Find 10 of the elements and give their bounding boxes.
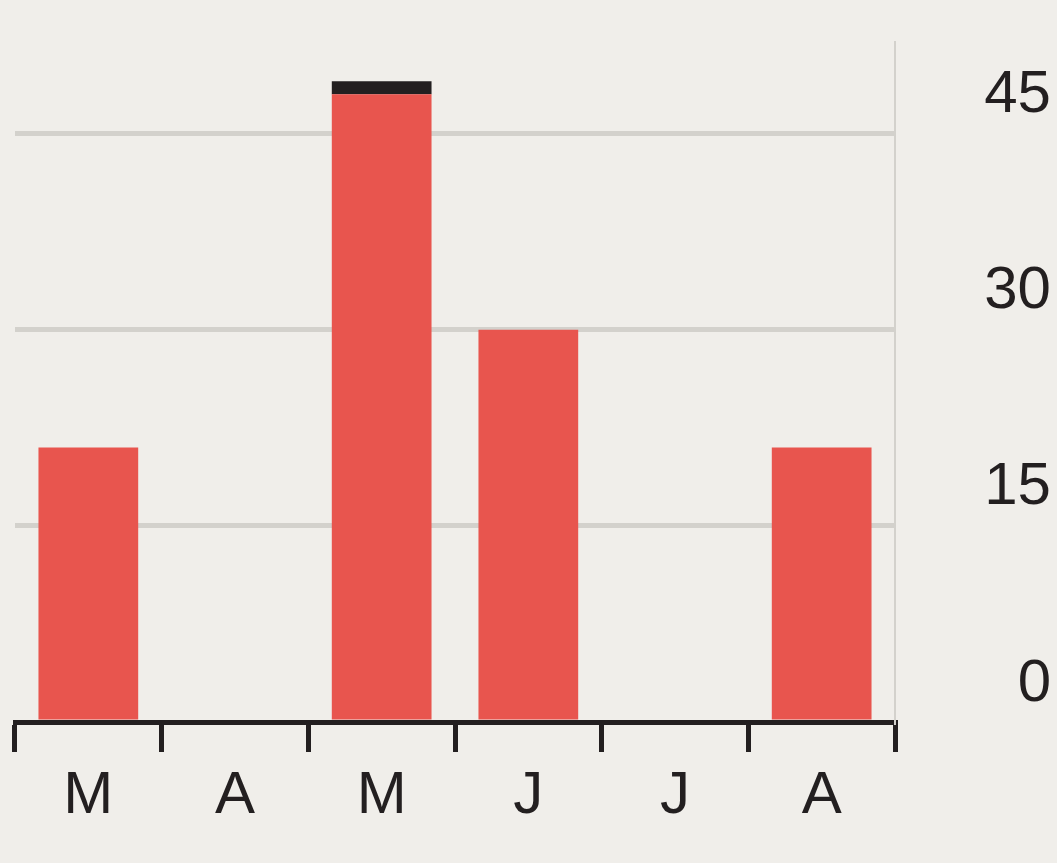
x-tick-label: A (214, 758, 256, 826)
x-tick-label: M (63, 758, 114, 826)
x-tick-label: J (660, 758, 690, 826)
y-tick-label: 0 (1017, 646, 1051, 714)
y-tick-label: 45 (984, 58, 1051, 126)
x-tick-label: A (801, 758, 842, 826)
y-tick-label: 30 (984, 254, 1051, 322)
y-tick-label: 15 (984, 450, 1051, 518)
x-tick-label: M (356, 758, 407, 826)
x-tick-label: J (513, 758, 544, 826)
